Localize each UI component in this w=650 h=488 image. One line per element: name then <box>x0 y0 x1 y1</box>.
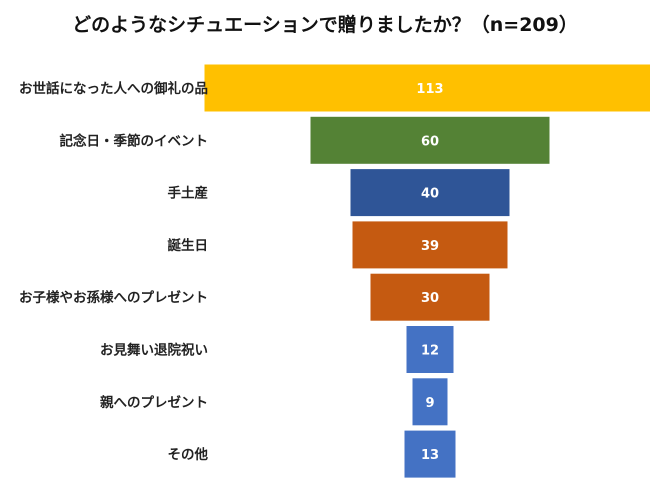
data-label: 30 <box>421 291 439 306</box>
category-label: 誕生日 <box>168 237 209 254</box>
category-label: 記念日・季節のイベント <box>60 132 209 149</box>
category-label: 手土産 <box>168 185 209 202</box>
funnel-bar <box>403 429 457 479</box>
funnel-bar <box>351 220 509 270</box>
funnel-bar <box>411 377 449 427</box>
chart-title: どのようなシチュエーションで贈りましたか？（n=209） <box>72 14 578 36</box>
category-label: 親へのプレゼント <box>100 394 208 411</box>
data-label: 40 <box>421 187 439 202</box>
data-label: 113 <box>416 82 443 97</box>
category-label: お見舞い退院祝い <box>100 342 208 359</box>
category-label: お世話になった人への御礼の品 <box>19 80 208 97</box>
funnel-bar <box>349 168 511 218</box>
funnel-bar <box>309 115 551 165</box>
funnel-bar <box>203 63 650 113</box>
funnel-bar <box>405 325 455 374</box>
funnel-bar <box>369 272 491 322</box>
data-label: 9 <box>425 396 434 411</box>
category-label: お子様やお孫様へのプレゼント <box>19 289 208 306</box>
data-label: 13 <box>421 448 439 463</box>
category-label: その他 <box>168 446 209 463</box>
data-label: 39 <box>421 239 439 254</box>
data-label: 60 <box>421 134 439 149</box>
data-label: 12 <box>421 344 439 359</box>
